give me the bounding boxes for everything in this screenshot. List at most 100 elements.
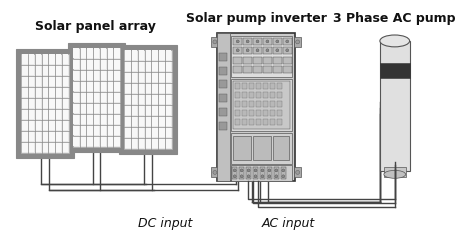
Bar bbox=[49, 87, 55, 97]
Bar bbox=[100, 81, 106, 91]
Bar bbox=[80, 114, 86, 124]
Bar bbox=[219, 67, 228, 75]
Bar bbox=[281, 168, 286, 179]
Bar bbox=[145, 72, 151, 82]
Bar bbox=[253, 66, 262, 73]
Bar bbox=[218, 33, 230, 181]
Bar bbox=[249, 83, 254, 89]
Bar bbox=[55, 120, 62, 130]
Ellipse shape bbox=[282, 169, 285, 172]
Bar bbox=[263, 92, 268, 98]
Bar bbox=[114, 114, 120, 124]
Bar bbox=[277, 101, 282, 107]
Bar bbox=[63, 98, 68, 108]
Ellipse shape bbox=[233, 169, 236, 172]
Bar bbox=[93, 92, 100, 102]
Bar bbox=[152, 138, 158, 148]
Bar bbox=[267, 168, 272, 179]
Ellipse shape bbox=[247, 175, 250, 178]
Bar bbox=[22, 142, 27, 152]
Bar bbox=[283, 66, 292, 73]
Bar bbox=[55, 142, 62, 152]
Ellipse shape bbox=[276, 49, 279, 52]
Bar bbox=[246, 168, 251, 179]
Bar bbox=[165, 61, 171, 71]
Bar bbox=[132, 50, 137, 60]
Bar bbox=[125, 127, 130, 137]
Bar bbox=[263, 57, 272, 64]
Bar bbox=[263, 83, 268, 89]
Bar bbox=[80, 59, 86, 69]
Bar bbox=[93, 114, 100, 124]
Bar bbox=[138, 94, 144, 104]
Text: AC input: AC input bbox=[262, 217, 315, 230]
Bar bbox=[152, 50, 158, 60]
Bar bbox=[233, 57, 242, 64]
Text: Solar panel array: Solar panel array bbox=[35, 20, 156, 33]
Bar bbox=[256, 110, 261, 116]
Bar bbox=[125, 105, 130, 115]
Bar bbox=[63, 142, 68, 152]
Bar bbox=[55, 54, 62, 64]
Bar bbox=[138, 116, 144, 126]
Bar bbox=[42, 65, 48, 75]
Bar bbox=[114, 125, 120, 135]
Bar bbox=[107, 48, 113, 58]
Bar bbox=[87, 103, 92, 113]
Bar bbox=[277, 110, 282, 116]
Bar bbox=[22, 76, 27, 86]
Ellipse shape bbox=[275, 175, 278, 178]
Bar bbox=[87, 92, 92, 102]
Bar bbox=[80, 125, 86, 135]
Bar bbox=[125, 138, 130, 148]
Bar bbox=[93, 59, 100, 69]
Bar bbox=[277, 83, 282, 89]
Bar bbox=[159, 138, 164, 148]
Bar bbox=[253, 47, 262, 54]
Ellipse shape bbox=[266, 40, 269, 43]
Bar bbox=[55, 87, 62, 97]
Bar bbox=[239, 168, 244, 179]
Bar bbox=[270, 110, 275, 116]
Bar bbox=[132, 61, 137, 71]
Bar bbox=[235, 92, 240, 98]
Bar bbox=[114, 59, 120, 69]
Bar bbox=[55, 109, 62, 119]
Bar bbox=[211, 168, 219, 177]
Bar bbox=[28, 54, 34, 64]
Bar bbox=[165, 94, 171, 104]
Bar bbox=[231, 36, 292, 77]
Ellipse shape bbox=[282, 175, 285, 178]
Bar bbox=[93, 81, 100, 91]
Bar bbox=[35, 142, 41, 152]
Bar bbox=[100, 59, 106, 69]
Bar bbox=[277, 119, 282, 125]
Bar bbox=[87, 81, 92, 91]
Bar bbox=[68, 43, 125, 152]
Bar bbox=[107, 114, 113, 124]
Bar bbox=[242, 83, 247, 89]
Bar bbox=[294, 168, 301, 177]
Bar bbox=[270, 119, 275, 125]
Bar bbox=[100, 103, 106, 113]
Bar bbox=[42, 109, 48, 119]
Bar bbox=[35, 65, 41, 75]
Bar bbox=[93, 125, 100, 135]
Bar bbox=[219, 122, 228, 130]
Ellipse shape bbox=[213, 40, 217, 44]
Bar bbox=[242, 110, 247, 116]
Bar bbox=[132, 105, 137, 115]
Bar bbox=[263, 47, 272, 54]
Bar bbox=[73, 136, 79, 146]
Bar bbox=[49, 76, 55, 86]
Bar bbox=[270, 83, 275, 89]
Bar bbox=[253, 38, 262, 45]
Bar bbox=[28, 76, 34, 86]
Bar bbox=[274, 168, 279, 179]
Bar bbox=[114, 136, 120, 146]
Bar bbox=[87, 59, 92, 69]
Bar bbox=[138, 50, 144, 60]
Ellipse shape bbox=[254, 169, 257, 172]
Bar bbox=[152, 116, 158, 126]
Bar bbox=[63, 76, 68, 86]
